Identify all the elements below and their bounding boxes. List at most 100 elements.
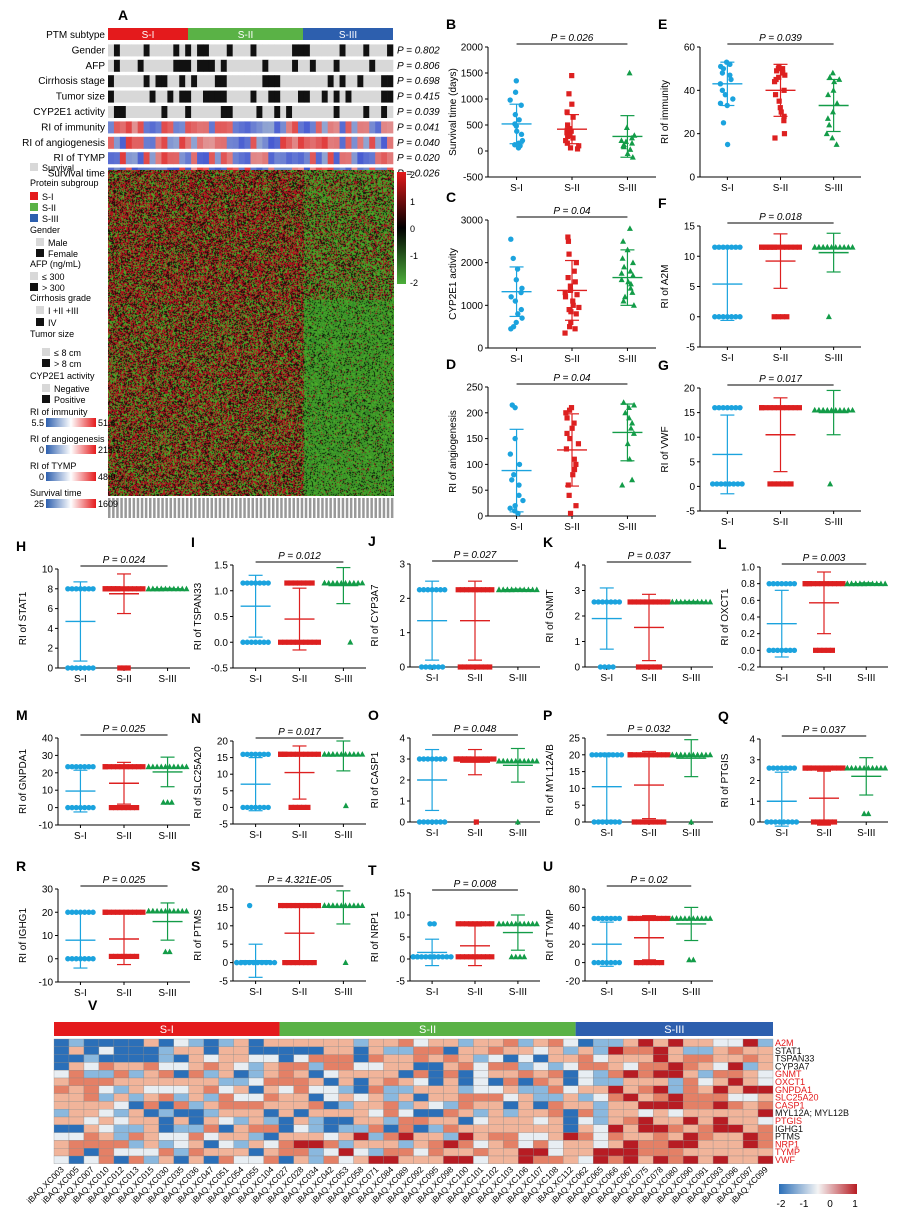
panel-v-cell	[128, 1062, 145, 1071]
legend-range-max: 48.9	[98, 472, 116, 482]
sample-id-tick	[169, 498, 172, 518]
annotation-cell	[256, 136, 263, 149]
panel-v-cell	[473, 1046, 489, 1055]
sample-id-tick	[128, 498, 131, 518]
data-point	[640, 819, 646, 825]
panel-v-cell	[113, 1093, 130, 1102]
data-point	[771, 79, 778, 85]
data-point	[836, 243, 843, 250]
y-tick-label: 30	[42, 751, 54, 762]
panel-v-cell	[308, 1085, 324, 1094]
panel-v-cell	[653, 1132, 669, 1141]
panel-v-cell	[488, 1101, 504, 1110]
y-tick-label: 2	[574, 612, 580, 623]
y-tick-label: 10	[217, 770, 229, 781]
panel-v-cell	[278, 1062, 294, 1071]
data-point	[608, 915, 614, 922]
data-point	[461, 664, 468, 670]
data-point	[784, 314, 790, 320]
annotation-cell	[125, 136, 133, 149]
x-tick-label: S-I	[510, 183, 523, 194]
annotation-cell	[131, 121, 138, 134]
y-axis-label: RI of CYP3A7	[370, 584, 381, 647]
data-point	[301, 580, 307, 586]
pvalue-label: P = 4.321E-05	[268, 875, 332, 886]
panel-v-cell	[173, 1085, 189, 1094]
panel-v-cell	[173, 1116, 189, 1125]
legend-text: Negative	[54, 384, 90, 394]
data-point	[491, 756, 497, 762]
panel-v-cell	[653, 1140, 669, 1149]
annotation-cell	[203, 90, 210, 103]
y-tick-label: 1.0	[214, 586, 228, 597]
data-point	[640, 915, 646, 922]
panel-v-cell	[293, 1101, 309, 1110]
data-point	[261, 804, 267, 811]
data-point	[416, 587, 423, 593]
y-tick-label: 1	[399, 628, 405, 639]
data-point	[121, 805, 127, 811]
data-point	[179, 763, 186, 770]
data-point	[616, 599, 623, 605]
panel-v-cell	[383, 1116, 399, 1125]
data-point	[791, 647, 798, 654]
panel-v-cell	[158, 1062, 174, 1071]
panel-v-cell	[368, 1116, 384, 1125]
panel-v-cell	[143, 1093, 160, 1102]
annotation-cell	[303, 121, 311, 134]
data-point	[570, 114, 576, 120]
annotation-cell	[315, 121, 323, 134]
sample-id-tick	[267, 498, 271, 518]
annotation-cell	[131, 106, 138, 118]
x-tick-label: S-II	[641, 673, 657, 684]
panel-v-cell	[278, 1148, 294, 1157]
y-tick-label: 0.0	[214, 638, 228, 649]
panel-v-cell	[323, 1140, 339, 1149]
group-label: S-I	[160, 1024, 174, 1036]
data-point	[796, 405, 802, 411]
sample-id-tick	[190, 498, 193, 518]
data-point	[728, 314, 735, 320]
data-point	[321, 751, 328, 757]
panel-v-cell	[458, 1062, 474, 1071]
legend-swatch	[36, 318, 44, 326]
annotation-cell	[327, 44, 334, 57]
y-tick-label: 2	[399, 594, 405, 605]
data-point	[246, 902, 253, 909]
x-tick-label: S-I	[426, 673, 439, 684]
data-point	[815, 406, 822, 413]
panel-v-cell	[143, 1155, 160, 1164]
data-point	[811, 243, 818, 250]
data-point	[470, 756, 476, 762]
data-point	[478, 756, 484, 762]
panel-label: Q	[718, 708, 729, 724]
panel-v-cell	[173, 1148, 189, 1157]
panel-v-cell	[548, 1077, 564, 1086]
pvalue-label: P = 0.024	[103, 555, 146, 566]
annotation-cell	[161, 90, 168, 103]
data-point	[145, 907, 152, 914]
panel-label: G	[658, 357, 669, 373]
data-point	[299, 902, 305, 909]
data-point	[766, 765, 772, 771]
panel-v-cell	[218, 1038, 234, 1047]
annotation-cell	[220, 136, 228, 149]
panel-v-cell	[83, 1140, 100, 1149]
annotation-cell	[381, 106, 388, 118]
panel-v-cell	[53, 1093, 70, 1102]
annotation-cell	[387, 44, 394, 57]
sample-id-tick	[358, 498, 361, 518]
annotation-cell	[203, 136, 210, 149]
panel-v-cell	[398, 1085, 414, 1094]
data-point	[69, 764, 75, 770]
annotation-cell	[208, 90, 216, 103]
data-point	[459, 587, 465, 593]
panel-v-cell	[98, 1077, 115, 1086]
sample-id-tick	[235, 498, 238, 518]
annotation-cell	[113, 106, 121, 118]
gene-label: A2M	[775, 1038, 794, 1048]
annotation-cell	[286, 59, 293, 72]
data-point	[106, 764, 112, 770]
data-point	[179, 907, 186, 914]
